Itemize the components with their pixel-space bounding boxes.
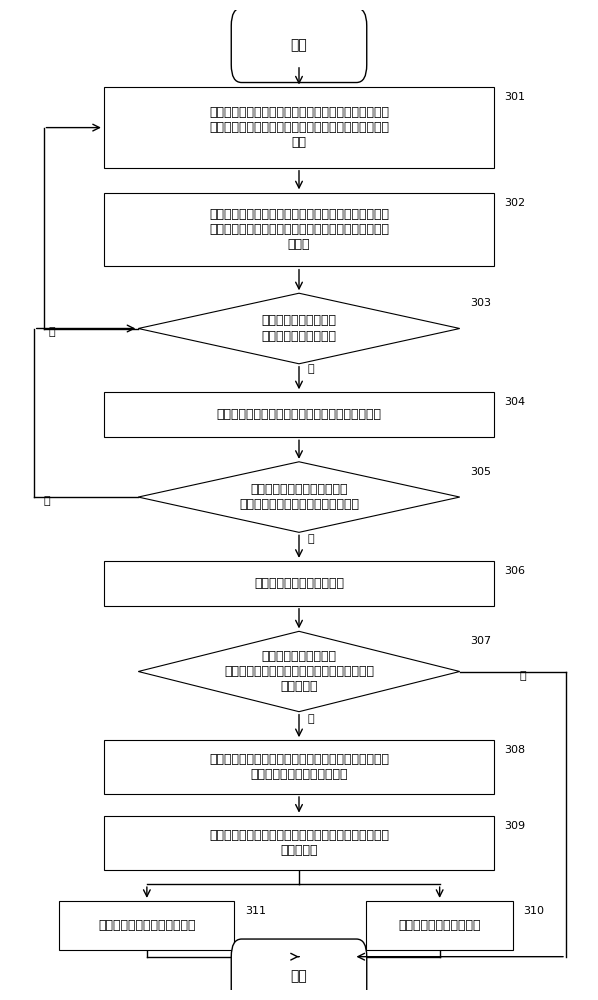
Bar bbox=[367, 901, 513, 950]
Text: 304: 304 bbox=[505, 397, 526, 407]
Text: 308: 308 bbox=[505, 745, 526, 755]
Text: 是: 是 bbox=[307, 714, 314, 724]
Text: 触屏终端判断该用户瞳孔大小
是否与预设的瞳孔大小范围値相适配: 触屏终端判断该用户瞳孔大小 是否与预设的瞳孔大小范围値相适配 bbox=[239, 483, 359, 511]
Text: 开始: 开始 bbox=[291, 38, 307, 52]
Polygon shape bbox=[138, 293, 460, 364]
Text: 触屏终端执行该解锁操作: 触屏终端执行该解锁操作 bbox=[398, 919, 481, 932]
Text: 303: 303 bbox=[470, 298, 491, 308]
Bar bbox=[59, 901, 234, 950]
Text: 触屏终端检测触摸屏上发生的解锁操作，并采集用户特
征信息，该用户特征信息包括人体特征参数和生命体征
参数: 触屏终端检测触摸屏上发生的解锁操作，并采集用户特 征信息，该用户特征信息包括人体… bbox=[209, 106, 389, 149]
Text: 是: 是 bbox=[307, 534, 314, 544]
Text: 310: 310 bbox=[523, 906, 544, 916]
Text: 306: 306 bbox=[505, 566, 526, 576]
Bar bbox=[104, 816, 494, 870]
Text: 触屏终端判断用户眼睛
聚焦点是否在触摸屏上: 触屏终端判断用户眼睛 聚焦点是否在触摸屏上 bbox=[261, 314, 337, 342]
Text: 309: 309 bbox=[505, 821, 526, 831]
Text: 触屏终端接收终端设备返回的针对该第二询问请求的第
二答复信息: 触屏终端接收终端设备返回的针对该第二询问请求的第 二答复信息 bbox=[209, 829, 389, 857]
FancyBboxPatch shape bbox=[231, 8, 367, 83]
FancyBboxPatch shape bbox=[231, 939, 367, 1000]
Text: 结束: 结束 bbox=[291, 969, 307, 983]
Polygon shape bbox=[138, 631, 460, 712]
Bar bbox=[104, 193, 494, 266]
Text: 触屏终端在该用户特征信息匹配授权特征信息时，通过
内置的眼睛检测装置检测用户眼睛聚焦点和采集用户眼
睛图像: 触屏终端在该用户特征信息匹配授权特征信息时，通过 内置的眼睛检测装置检测用户眼睛… bbox=[209, 208, 389, 251]
Text: 305: 305 bbox=[470, 467, 491, 477]
Text: 触屏终端向与其绑定的终端设备发送用于请求是否允许
使用触屏终端的第二询问请求: 触屏终端向与其绑定的终端设备发送用于请求是否允许 使用触屏终端的第二询问请求 bbox=[209, 753, 389, 781]
Text: 否: 否 bbox=[43, 496, 50, 506]
Text: 301: 301 bbox=[505, 92, 526, 102]
Text: 否: 否 bbox=[520, 671, 526, 681]
Text: 302: 302 bbox=[505, 198, 526, 208]
Text: 是: 是 bbox=[307, 364, 314, 374]
Text: 触屏终端获取当前系统时间: 触屏终端获取当前系统时间 bbox=[254, 577, 344, 590]
Text: 触屏终端确定该解锁操作无效: 触屏终端确定该解锁操作无效 bbox=[98, 919, 196, 932]
Bar bbox=[104, 561, 494, 606]
Text: 否: 否 bbox=[49, 327, 56, 337]
Text: 311: 311 bbox=[245, 906, 266, 916]
Text: 触屏终端分析该用户眼睛图像以获得用户瞳孔大小: 触屏终端分析该用户眼睛图像以获得用户瞳孔大小 bbox=[216, 408, 382, 421]
Text: 触屏终端判断当前系统
时间是否属于预设的用于限制用户使用触屏终
端的时间段: 触屏终端判断当前系统 时间是否属于预设的用于限制用户使用触屏终 端的时间段 bbox=[224, 650, 374, 693]
Polygon shape bbox=[138, 462, 460, 532]
Text: 307: 307 bbox=[470, 636, 491, 646]
Bar bbox=[104, 740, 494, 794]
Bar bbox=[104, 87, 494, 168]
Bar bbox=[104, 392, 494, 437]
